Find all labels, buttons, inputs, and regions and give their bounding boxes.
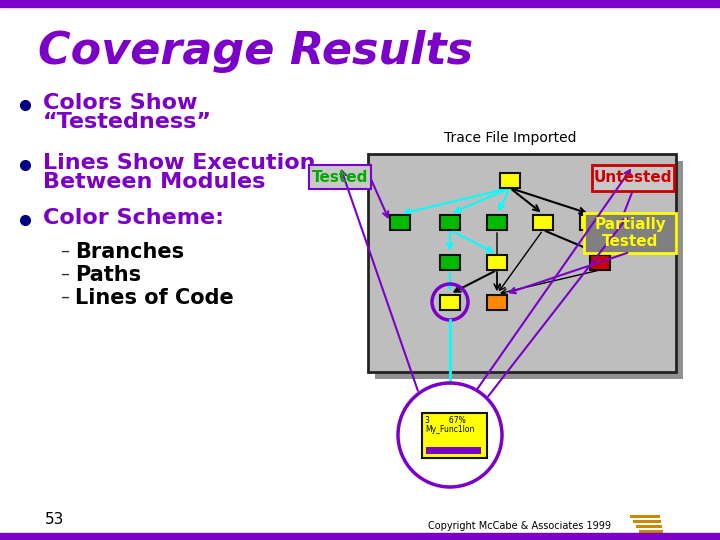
Bar — [0, 533, 720, 540]
Text: Branches: Branches — [75, 242, 184, 262]
Text: 3        67%: 3 67% — [425, 416, 466, 425]
Text: –: – — [60, 265, 69, 283]
Text: Between Modules: Between Modules — [43, 172, 266, 192]
Text: –: – — [60, 242, 69, 260]
Text: Coverage Results: Coverage Results — [38, 30, 473, 73]
Bar — [0, 0, 720, 7]
Bar — [440, 214, 460, 230]
Text: Partially
Tested: Partially Tested — [594, 217, 666, 249]
Bar — [487, 214, 507, 230]
Text: Lines of Code: Lines of Code — [75, 288, 234, 308]
Bar — [426, 447, 481, 454]
Text: My_Func1lon: My_Func1lon — [425, 425, 474, 434]
Text: Trace File Imported: Trace File Imported — [444, 131, 576, 145]
FancyBboxPatch shape — [584, 213, 676, 253]
Bar — [487, 294, 507, 309]
Bar — [633, 520, 661, 523]
Text: Lines Show Execution: Lines Show Execution — [43, 153, 315, 173]
Bar — [422, 413, 487, 458]
Bar — [533, 214, 553, 230]
Bar — [580, 214, 600, 230]
Text: Color Scheme:: Color Scheme: — [43, 208, 224, 228]
Text: 53: 53 — [45, 512, 64, 528]
FancyBboxPatch shape — [592, 165, 674, 191]
Text: Untested: Untested — [594, 171, 672, 186]
Text: –: – — [60, 288, 69, 306]
Bar — [500, 172, 520, 187]
Bar — [390, 214, 410, 230]
Bar — [487, 254, 507, 269]
Text: Colors Show: Colors Show — [43, 93, 197, 113]
Bar — [590, 254, 610, 269]
Bar — [440, 254, 460, 269]
Bar — [636, 525, 662, 528]
Bar — [440, 294, 460, 309]
FancyBboxPatch shape — [309, 165, 371, 189]
Bar — [375, 161, 683, 379]
Text: “Testedness”: “Testedness” — [43, 112, 212, 132]
Bar — [630, 515, 660, 518]
Bar — [639, 530, 663, 533]
Text: Tested: Tested — [312, 170, 368, 185]
Text: Copyright McCabe & Associates 1999: Copyright McCabe & Associates 1999 — [428, 521, 611, 531]
Bar — [368, 154, 676, 372]
Text: Paths: Paths — [75, 265, 141, 285]
